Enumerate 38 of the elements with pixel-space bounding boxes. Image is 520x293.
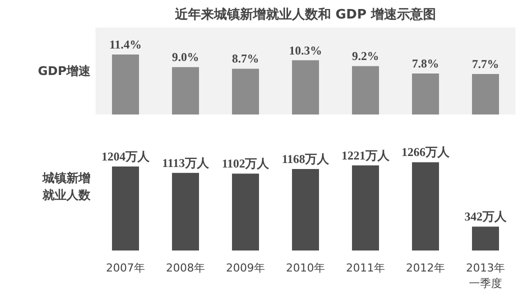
data-label: 1204万人: [102, 150, 150, 164]
bar: [352, 66, 379, 114]
data-label: 342万人: [464, 210, 508, 224]
x-tick-label: 2007年: [106, 262, 146, 274]
bar: [412, 162, 439, 250]
data-label: 7.8%: [412, 56, 439, 70]
y-axis-title: GDP增速: [38, 64, 92, 78]
bar: [112, 54, 139, 114]
bar: [472, 226, 499, 250]
data-label: 1266万人: [402, 145, 450, 160]
data-label: 9.0%: [172, 50, 199, 64]
bar: [472, 74, 499, 114]
data-label: 9.2%: [352, 49, 379, 64]
data-label: 1221万人: [342, 148, 390, 162]
data-label: 8.7%: [232, 52, 259, 66]
bar: [292, 60, 319, 114]
x-tick-label: 2008年: [166, 262, 206, 274]
bar: [412, 73, 439, 114]
y-axis-title: 城镇新增就业人数: [42, 171, 92, 202]
bar: [112, 166, 139, 250]
data-label: 1113万人: [162, 156, 210, 170]
data-label: 11.4%: [109, 38, 142, 52]
data-label: 10.3%: [289, 43, 322, 58]
data-label: 7.7%: [472, 56, 499, 71]
bar: [232, 174, 259, 250]
bar: [352, 165, 379, 250]
data-label: 1102万人: [222, 156, 270, 171]
bar: [292, 169, 319, 250]
bar: [172, 172, 199, 250]
data-label: 1168万人: [282, 152, 330, 166]
x-tick-label: 2010年: [286, 262, 326, 274]
bar: [232, 68, 259, 114]
x-tick-label: 2011年: [346, 262, 386, 274]
x-tick-label: 2012年: [406, 262, 446, 274]
x-tick-label: 2013年一季度: [466, 262, 506, 290]
chart-title: 近年来城镇新增就业人数和 GDP 增速示意图: [174, 6, 436, 22]
bar: [172, 67, 199, 114]
x-tick-label: 2009年: [226, 262, 266, 274]
